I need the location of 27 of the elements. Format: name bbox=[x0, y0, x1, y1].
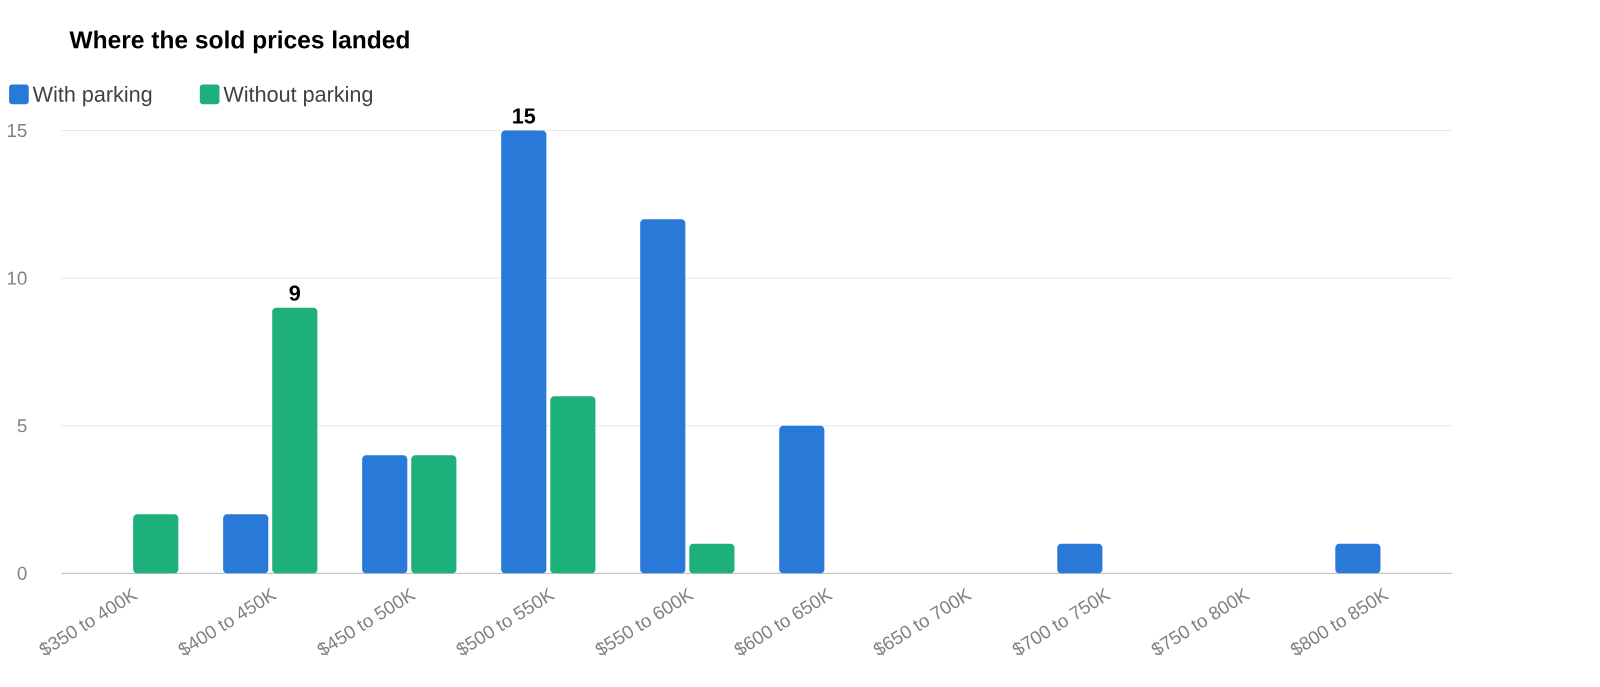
x-tick-label: $650 to 700K bbox=[873, 587, 973, 656]
data-label: 15 bbox=[513, 108, 536, 124]
bar bbox=[689, 543, 735, 574]
x-tick-label: $700 to 750K bbox=[1012, 587, 1112, 656]
bar bbox=[411, 455, 457, 574]
bar bbox=[501, 130, 547, 574]
chart-title: Where the sold prices landed bbox=[69, 30, 409, 54]
legend-label: Without parking bbox=[223, 85, 373, 107]
bar bbox=[640, 219, 686, 574]
y-tick-label: 15 bbox=[7, 123, 27, 137]
bar bbox=[223, 514, 269, 574]
legend-label: With parking bbox=[32, 85, 152, 107]
y-tick-label: 5 bbox=[17, 419, 27, 433]
y-tick-label: 0 bbox=[17, 566, 27, 580]
data-label: 9 bbox=[289, 285, 300, 301]
bar bbox=[133, 514, 179, 574]
bar bbox=[779, 425, 825, 574]
x-tick-label: $350 to 400K bbox=[39, 587, 139, 656]
bar bbox=[550, 396, 596, 574]
x-tick-label: $550 to 600K bbox=[595, 587, 695, 656]
bar bbox=[1057, 543, 1103, 574]
bar bbox=[1335, 543, 1381, 574]
x-tick-label: $600 to 650K bbox=[734, 587, 834, 656]
y-tick-label: 10 bbox=[7, 271, 27, 285]
bar bbox=[272, 307, 318, 574]
x-tick-label: $400 to 450K bbox=[178, 587, 278, 656]
bar bbox=[362, 455, 408, 574]
